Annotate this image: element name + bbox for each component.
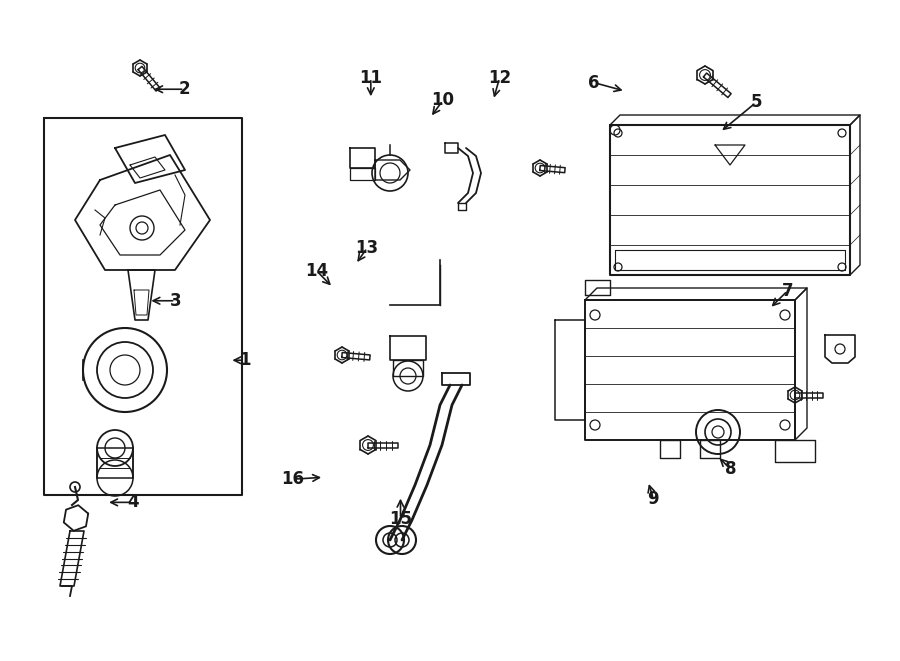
Text: 7: 7	[782, 282, 793, 300]
Text: 8: 8	[725, 460, 736, 479]
Text: 4: 4	[128, 493, 139, 512]
Text: 2: 2	[179, 80, 190, 98]
Text: 10: 10	[431, 91, 454, 110]
Text: 12: 12	[488, 69, 511, 87]
Text: 15: 15	[389, 510, 412, 528]
Text: 13: 13	[356, 239, 379, 257]
Text: 16: 16	[281, 470, 304, 488]
Text: 11: 11	[359, 69, 382, 87]
Text: 5: 5	[751, 93, 761, 112]
Text: 9: 9	[648, 490, 659, 508]
Text: 6: 6	[589, 73, 599, 92]
Text: 3: 3	[170, 292, 181, 310]
Text: 1: 1	[239, 351, 250, 369]
Text: 14: 14	[305, 262, 328, 280]
